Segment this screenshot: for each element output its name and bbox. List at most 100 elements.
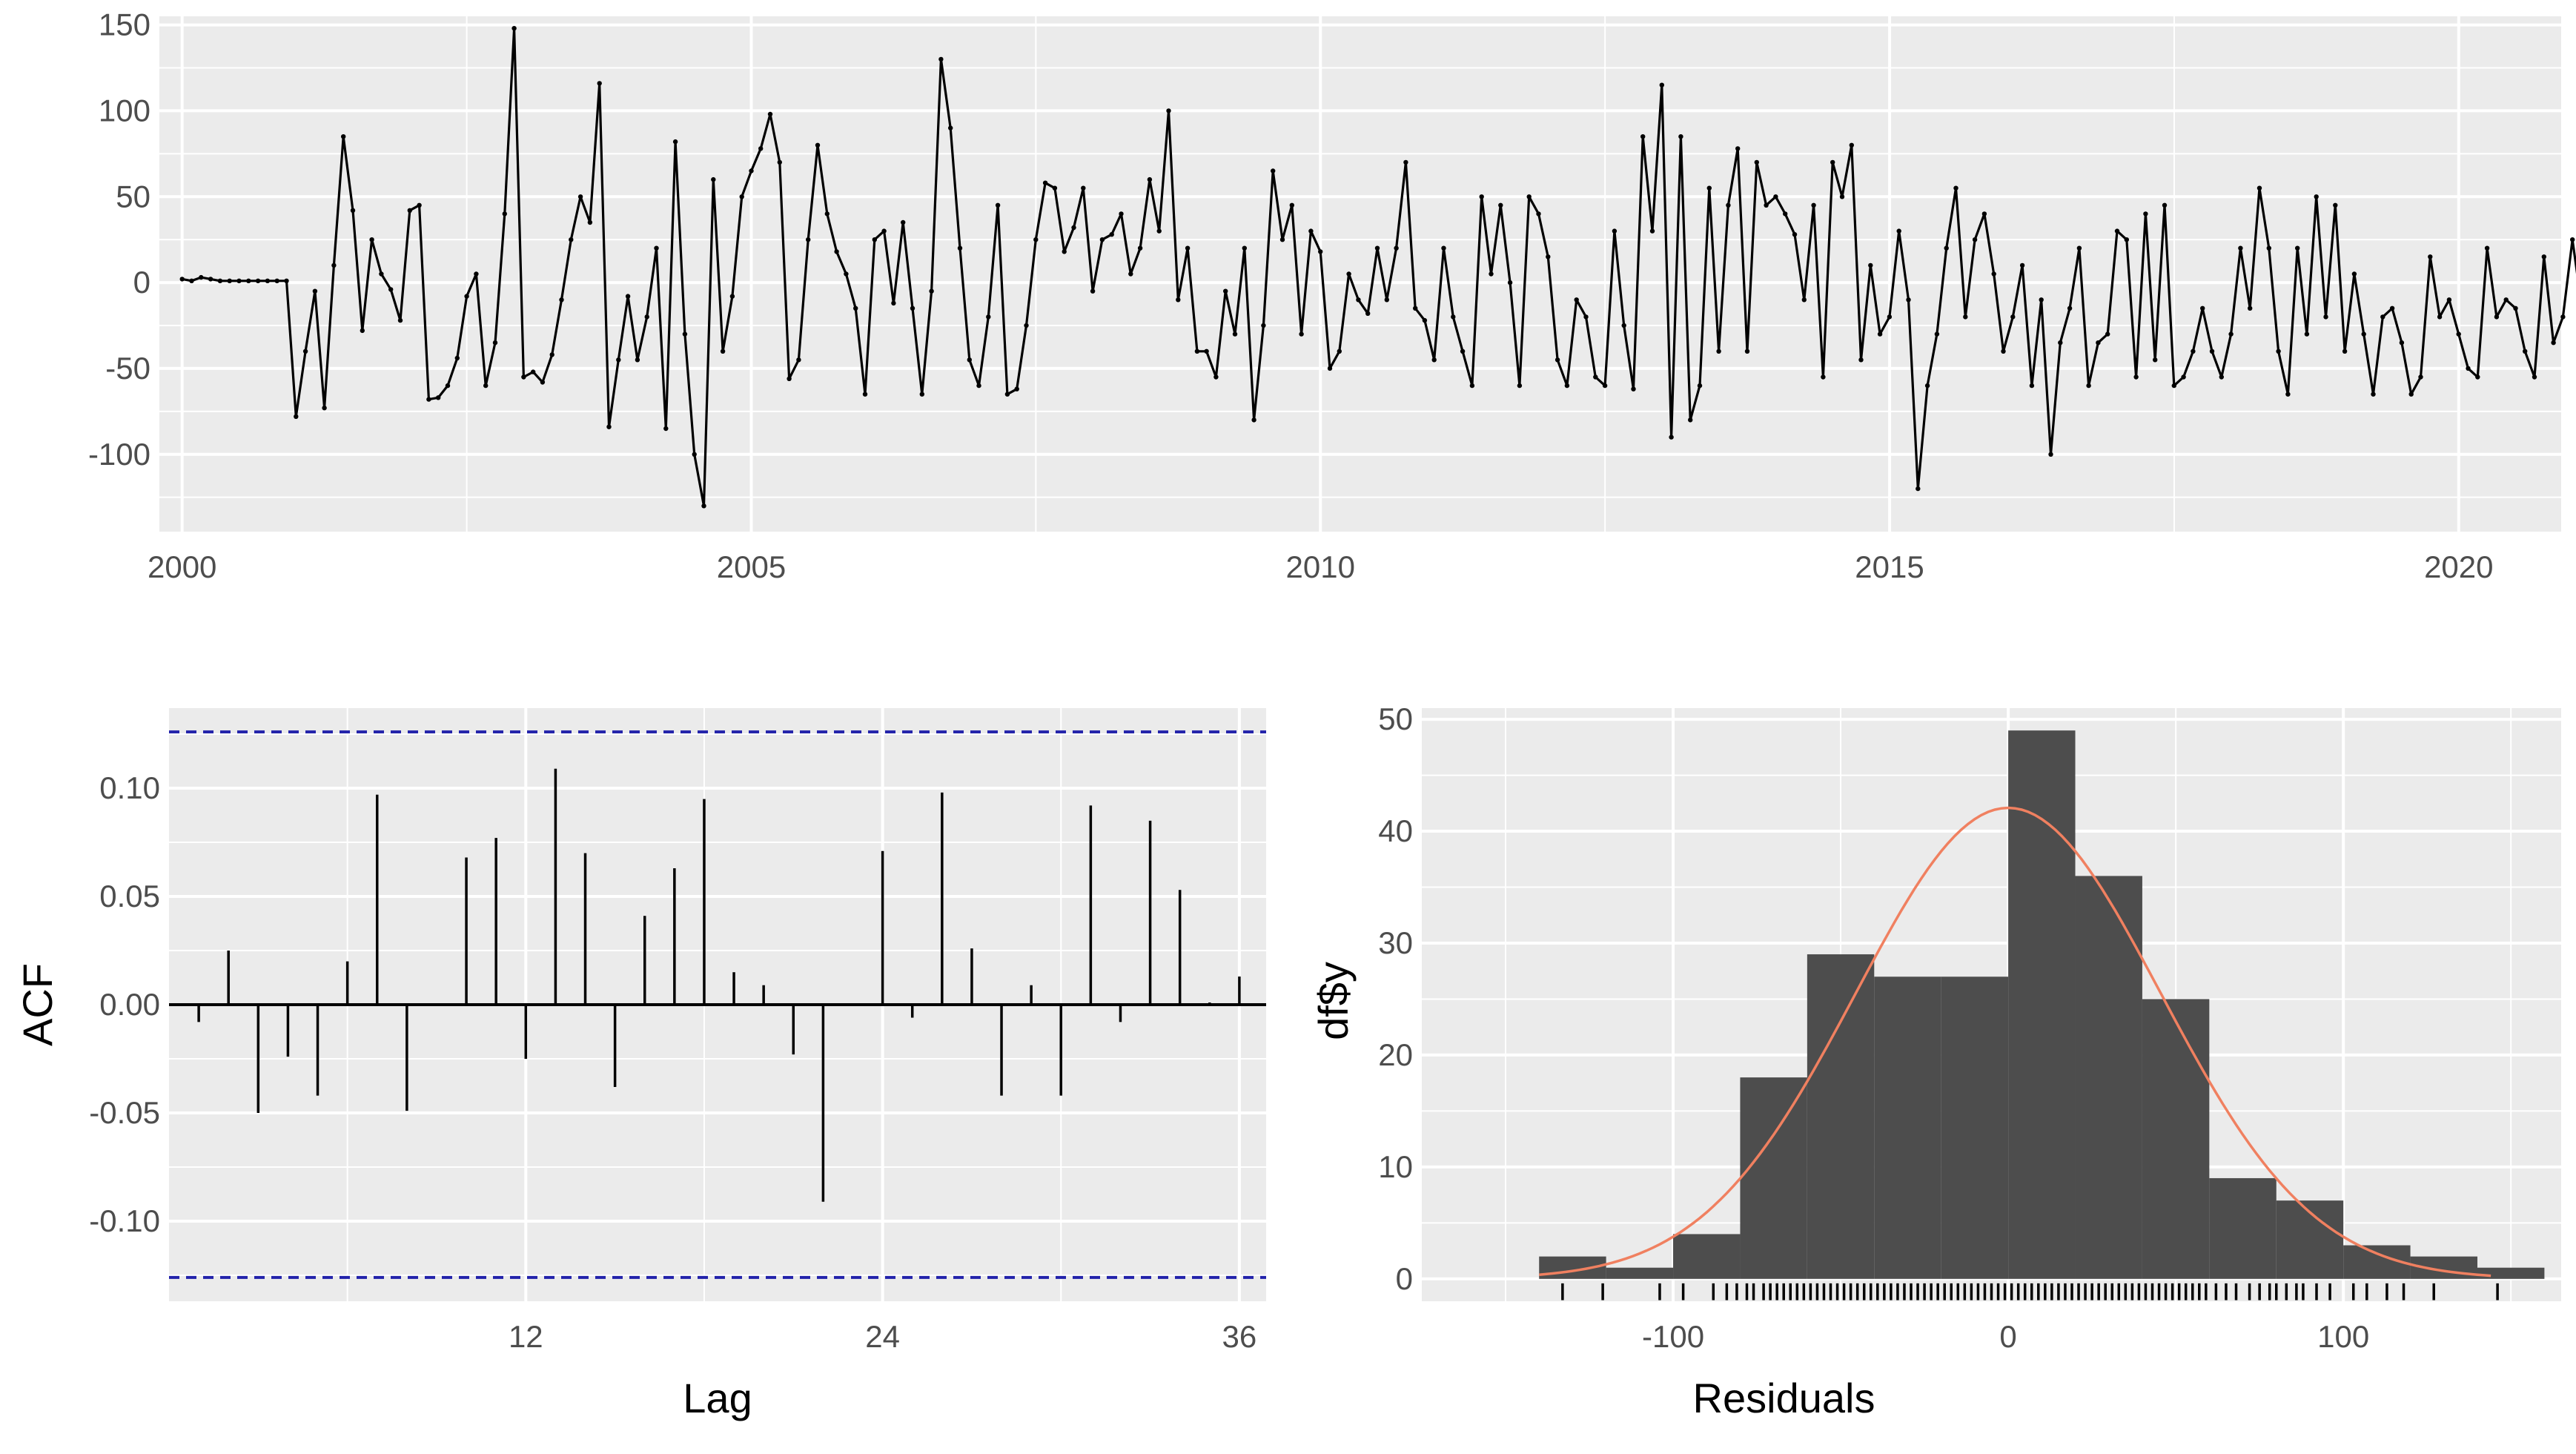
series-point xyxy=(2162,202,2168,208)
acf-y-tick-labels: 0.10 0.05 0.00 -0.05 -0.10 xyxy=(89,770,160,1238)
series-point xyxy=(388,287,394,292)
acf-panel: 0.10 0.05 0.00 -0.05 -0.10 12 24 36 Lag … xyxy=(14,708,1266,1421)
series-point xyxy=(1896,228,1901,234)
series-point xyxy=(1261,323,1266,328)
acf-y-tick-0.00: 0.00 xyxy=(99,987,160,1022)
series-point xyxy=(302,348,308,354)
series-point xyxy=(369,237,374,242)
histogram-x-tick-labels: -100 0 100 xyxy=(1642,1319,2369,1354)
series-point xyxy=(1583,314,1589,320)
series-point xyxy=(891,300,896,306)
series-point xyxy=(729,294,735,299)
ts-x-tick-2005: 2005 xyxy=(717,549,786,584)
series-point xyxy=(2105,331,2110,337)
series-point xyxy=(1166,108,1171,113)
series-point xyxy=(1944,245,1949,251)
series-point xyxy=(1669,434,1674,440)
series-point xyxy=(1972,237,1978,242)
series-point xyxy=(2389,305,2395,311)
series-point xyxy=(2503,297,2509,303)
hist-y-tick-40: 40 xyxy=(1378,813,1413,848)
series-point xyxy=(2153,357,2158,363)
acf-y-tick-minus0.10: -0.10 xyxy=(89,1203,160,1238)
series-point xyxy=(853,305,858,311)
series-point xyxy=(2494,314,2500,320)
series-point xyxy=(711,176,716,182)
series-point xyxy=(2532,374,2537,380)
series-point xyxy=(1773,194,1778,199)
series-point xyxy=(986,314,991,320)
series-point xyxy=(1374,245,1380,251)
series-point xyxy=(2361,331,2366,337)
series-point xyxy=(1394,245,1399,251)
series-point xyxy=(350,208,356,213)
series-point xyxy=(559,297,564,303)
acf-x-tick-24: 24 xyxy=(865,1319,900,1354)
series-point xyxy=(2133,374,2139,380)
ts-x-tick-2010: 2010 xyxy=(1286,549,1355,584)
series-point xyxy=(1431,357,1437,363)
series-point xyxy=(796,357,801,363)
series-point xyxy=(1147,176,1153,182)
series-point xyxy=(217,278,223,283)
series-point xyxy=(2351,271,2357,277)
series-point xyxy=(976,383,981,389)
series-point xyxy=(919,391,925,397)
series-point xyxy=(2238,245,2243,251)
series-point xyxy=(2323,314,2328,320)
series-point xyxy=(1024,323,1029,328)
series-point xyxy=(910,305,915,311)
series-point xyxy=(881,228,887,234)
series-point xyxy=(331,262,337,268)
series-point xyxy=(379,271,384,277)
series-point xyxy=(1659,82,1664,87)
series-point xyxy=(549,352,554,357)
series-point xyxy=(1308,228,1314,234)
series-point xyxy=(1621,323,1626,328)
series-point xyxy=(1299,331,1304,337)
series-point xyxy=(2257,185,2262,191)
series-point xyxy=(531,369,536,374)
series-point xyxy=(265,278,271,283)
histogram-bar xyxy=(2008,730,2076,1279)
histogram-bar xyxy=(1807,954,1875,1279)
series-point xyxy=(995,202,1001,208)
series-point xyxy=(322,406,327,411)
series-point xyxy=(2437,314,2443,320)
series-point xyxy=(824,211,830,217)
series-point xyxy=(2475,374,2480,380)
series-point xyxy=(1384,297,1390,303)
series-point xyxy=(1640,134,1646,139)
series-point xyxy=(1830,159,1835,165)
series-point xyxy=(1356,297,1361,303)
hist-x-tick-minus100: -100 xyxy=(1642,1319,1704,1354)
series-point xyxy=(360,328,365,334)
histogram-bar xyxy=(2209,1177,2277,1279)
series-point xyxy=(2019,262,2025,268)
series-point xyxy=(2513,305,2518,311)
ts-y-tick-0: 0 xyxy=(133,265,150,300)
series-point xyxy=(1469,383,1475,389)
series-point xyxy=(929,288,934,294)
histogram-x-axis-title: Residuals xyxy=(1693,1375,1875,1421)
series-point xyxy=(1365,311,1371,316)
series-point xyxy=(577,194,583,199)
series-point xyxy=(2067,305,2073,311)
histogram-bar xyxy=(2477,1267,2545,1279)
series-point xyxy=(464,294,469,299)
series-point xyxy=(2304,331,2310,337)
histogram-bar xyxy=(1874,977,1941,1279)
series-point xyxy=(1735,146,1741,151)
acf-x-tick-labels: 12 24 36 xyxy=(509,1319,1256,1354)
series-point xyxy=(189,278,194,283)
series-point xyxy=(1071,225,1076,231)
series-point xyxy=(901,219,906,225)
series-point xyxy=(284,278,289,283)
ts-x-tick-2000: 2000 xyxy=(148,549,216,584)
series-point xyxy=(767,111,773,117)
series-point xyxy=(948,125,953,130)
series-point xyxy=(720,348,726,354)
series-point xyxy=(521,374,526,380)
series-point xyxy=(777,159,783,165)
